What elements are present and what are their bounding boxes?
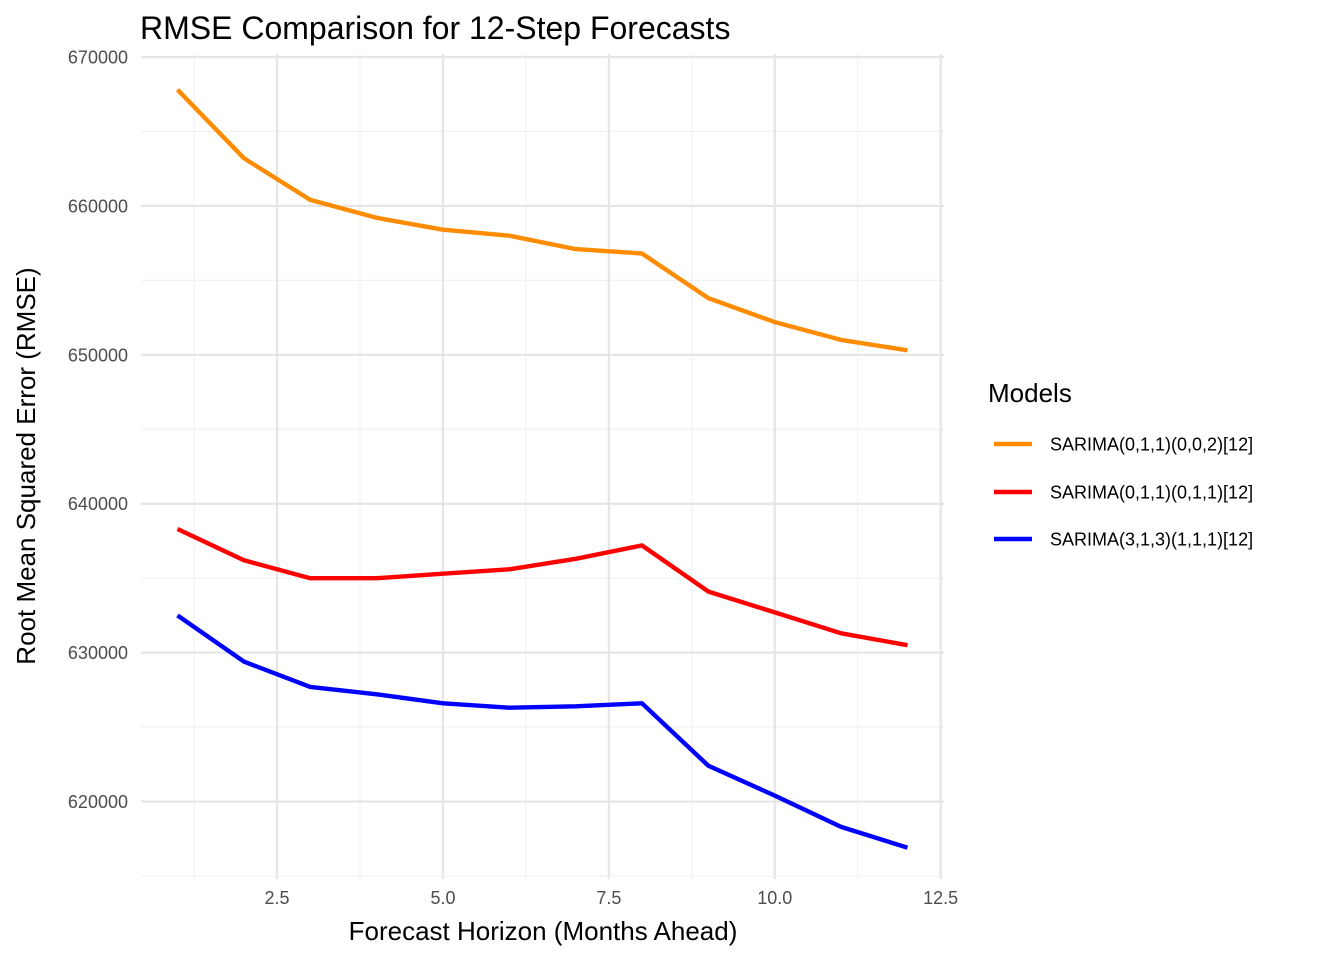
x-tick-label: 2.5: [265, 888, 290, 908]
y-tick-label: 660000: [68, 196, 128, 216]
series-lines: [175, 88, 909, 850]
grid: [141, 54, 944, 879]
y-axis-title: Root Mean Squared Error (RMSE): [11, 267, 41, 664]
y-tick-label: 650000: [68, 345, 128, 365]
x-tick-label: 7.5: [596, 888, 621, 908]
y-tick-label: 620000: [68, 792, 128, 812]
legend-label-3: SARIMA(3,1,3)(1,1,1)[12]: [1050, 530, 1253, 550]
series-line-1: [175, 88, 908, 353]
legend-label-1: SARIMA(0,1,1)(0,0,2)[12]: [1050, 435, 1253, 455]
y-tick-label: 630000: [68, 643, 128, 663]
x-tick-label: 12.5: [923, 888, 958, 908]
legend-title: Models: [988, 378, 1072, 408]
legend-label-2: SARIMA(0,1,1)(0,1,1)[12]: [1050, 483, 1253, 503]
y-tick-label: 640000: [68, 494, 128, 514]
x-tick-label: 5.0: [430, 888, 455, 908]
series-line-2: [176, 527, 908, 648]
tick-labels: 2.5 5.0 7.5 10.0 12.5 620000 630000 640000 65000…: [68, 47, 958, 908]
chart-title: RMSE Comparison for 12-Step Forecasts: [140, 10, 730, 46]
y-tick-label: 670000: [68, 47, 128, 67]
x-tick-label: 10.0: [757, 888, 792, 908]
x-axis-title: Forecast Horizon (Months Ahead): [349, 916, 738, 946]
legend: Models SARIMA(0,1,1)(0,0,2)[12] SARIMA(0,…: [988, 378, 1253, 550]
series-line-3: [176, 613, 909, 850]
